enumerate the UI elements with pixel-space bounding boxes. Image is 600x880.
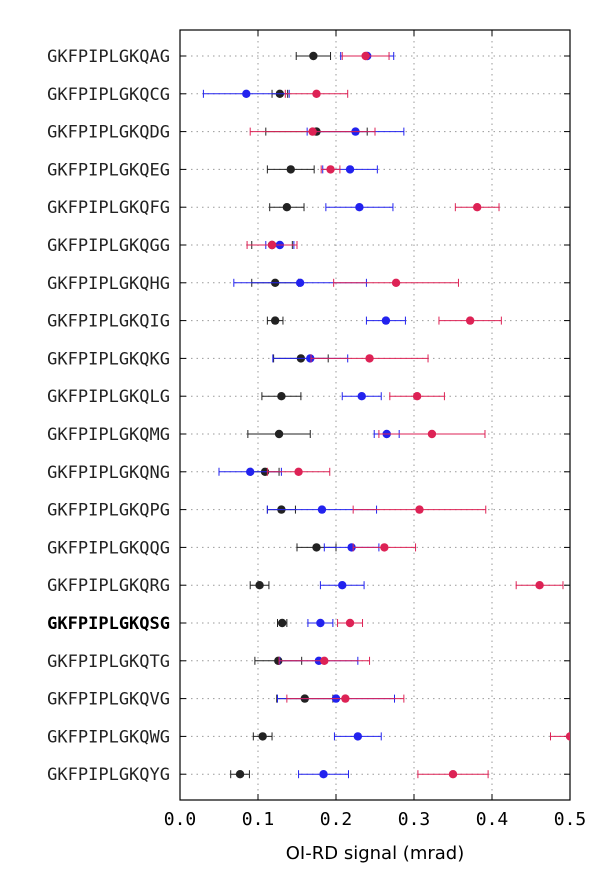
data-point — [270, 316, 280, 325]
data-point — [255, 581, 264, 590]
data-point — [345, 618, 355, 628]
category-label: GKFPIPLGKQAG — [47, 47, 170, 67]
data-point — [274, 656, 283, 665]
data-point — [565, 732, 570, 741]
data-point — [258, 732, 267, 741]
data-point — [277, 392, 286, 401]
x-tick-label: 0.4 — [476, 809, 509, 830]
data-point — [380, 543, 389, 552]
data-point — [326, 165, 335, 174]
data-point — [465, 316, 475, 325]
data-point — [306, 354, 315, 363]
data-point — [338, 581, 347, 590]
data-point — [472, 203, 482, 212]
data-point — [535, 581, 544, 590]
x-tick-label: 0.3 — [398, 809, 431, 830]
category-label: GKFPIPLGKQCG — [47, 85, 170, 105]
data-layer — [202, 51, 570, 779]
x-tick-label: 0.1 — [242, 809, 275, 830]
data-point — [277, 618, 287, 628]
data-point — [312, 89, 321, 99]
data-point — [357, 392, 366, 401]
data-point — [347, 543, 356, 552]
category-label: GKFPIPLGKQFG — [47, 198, 170, 218]
data-point — [345, 165, 355, 174]
data-point — [312, 543, 321, 552]
data-point — [320, 656, 329, 665]
data-point — [412, 392, 422, 401]
category-label: GKFPIPLGKQIG — [47, 312, 170, 332]
data-point — [319, 770, 328, 779]
data-point — [355, 203, 364, 212]
data-point — [267, 240, 277, 250]
x-tick-label: 0.5 — [554, 809, 587, 830]
category-label: GKFPIPLGKQMG — [47, 425, 170, 445]
data-point — [391, 278, 401, 287]
data-point — [295, 278, 305, 287]
data-point — [341, 694, 350, 703]
data-point — [286, 165, 295, 174]
category-label: GKFPIPLGKQLG — [47, 387, 170, 407]
data-point — [381, 316, 391, 325]
category-label: GKFPIPLGKQYG — [47, 765, 170, 785]
data-point — [308, 127, 317, 136]
data-point — [274, 429, 284, 439]
data-point — [246, 467, 255, 476]
x-axis-label: OI-RD signal (mrad) — [286, 843, 464, 864]
data-point — [294, 467, 303, 476]
category-label: GKFPIPLGKQVG — [47, 690, 170, 710]
plot-frame — [179, 29, 571, 801]
data-point — [361, 51, 370, 61]
data-point — [353, 732, 363, 741]
category-label: GKFPIPLGKQPG — [47, 501, 170, 521]
data-point — [282, 203, 292, 212]
data-point — [316, 618, 325, 628]
category-label: GKFPIPLGKQQG — [47, 538, 170, 558]
data-point — [242, 89, 251, 99]
category-label: GKFPIPLGKQWG — [47, 727, 170, 747]
data-point — [427, 429, 437, 439]
category-label: GKFPIPLGKQRG — [47, 576, 170, 596]
category-label: GKFPIPLGKQSG — [47, 614, 170, 634]
category-label: GKFPIPLGKQNG — [47, 463, 170, 483]
category-label: GKFPIPLGKQDG — [47, 123, 170, 143]
data-point — [365, 354, 374, 363]
data-point — [415, 505, 424, 514]
category-label: GKFPIPLGKQGG — [47, 236, 170, 256]
category-label: GKFPIPLGKQKG — [47, 349, 170, 369]
category-label: GKFPIPLGKQTG — [47, 652, 170, 672]
data-point — [235, 770, 245, 779]
data-point — [317, 505, 327, 514]
category-label: GKFPIPLGKQHG — [47, 274, 170, 294]
category-label: GKFPIPLGKQEG — [47, 160, 170, 180]
data-point — [448, 770, 458, 779]
x-tick-label: 0.2 — [320, 809, 353, 830]
data-point — [309, 51, 318, 61]
x-tick-label: 0.0 — [164, 809, 197, 830]
